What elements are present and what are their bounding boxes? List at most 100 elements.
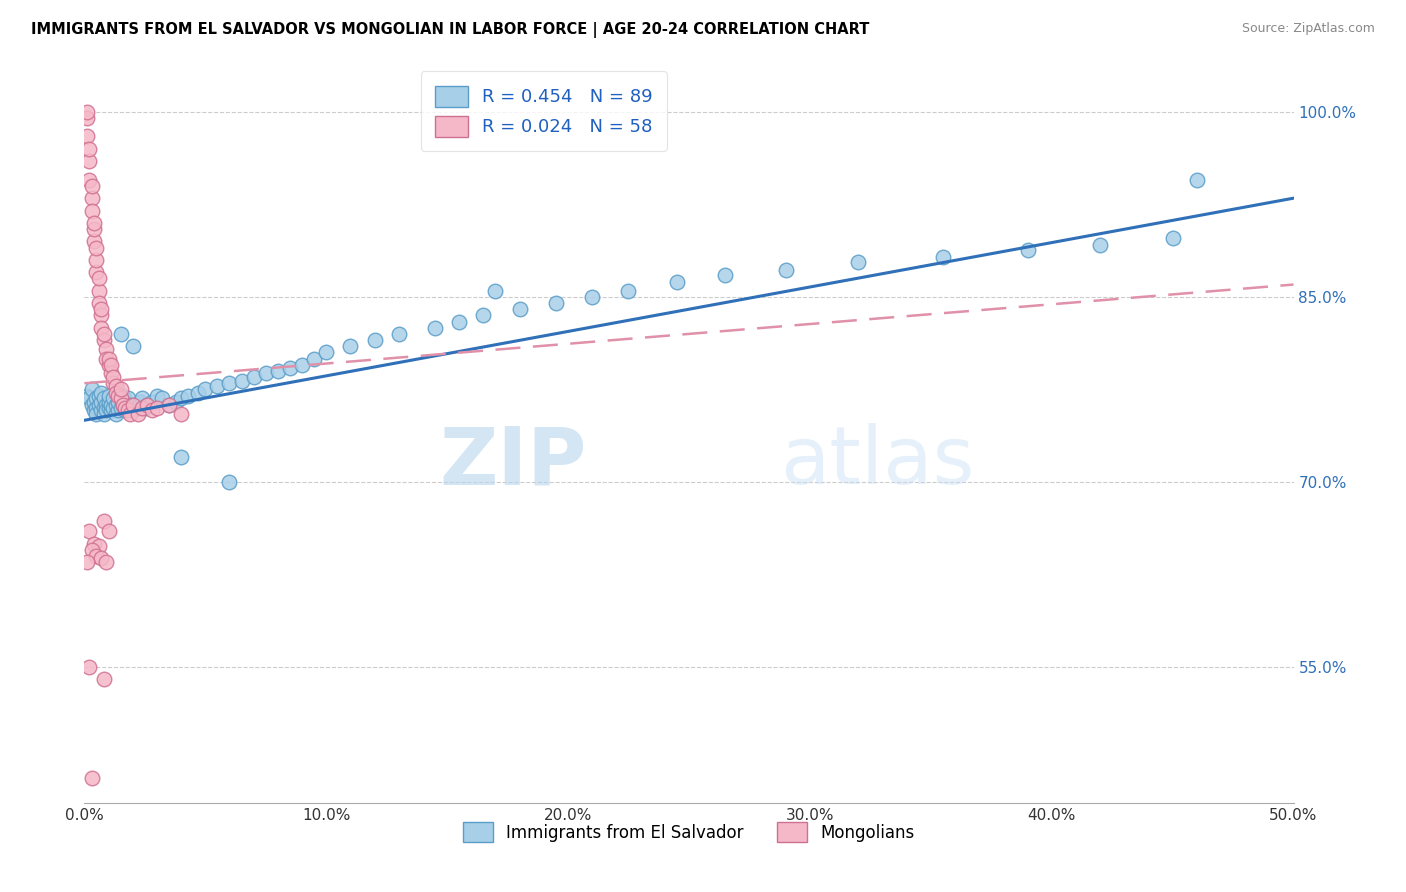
Point (90, 309, 112, 323)
Point (114, 403, 136, 417)
Text: atlas: atlas (780, 423, 974, 501)
Point (93, 326, 115, 341)
Point (117, 391, 139, 405)
Point (146, 389, 169, 403)
Point (218, 475, 240, 489)
Point (363, 333, 385, 347)
Point (93, 673, 115, 687)
Point (291, 358, 314, 372)
Point (509, 302, 531, 317)
Point (165, 394, 187, 409)
Point (103, 376, 125, 391)
Legend: Immigrants from El Salvador, Mongolians: Immigrants from El Salvador, Mongolians (454, 814, 924, 850)
Point (94, 399, 117, 413)
Point (127, 401, 149, 415)
Point (218, 376, 240, 391)
Point (170, 450, 193, 465)
Point (254, 367, 277, 381)
Point (1161, 230, 1184, 244)
Point (104, 407, 127, 421)
Point (97, 389, 120, 403)
Point (170, 407, 193, 421)
Point (80, 383, 103, 397)
Point (77, 172, 100, 186)
Point (77, 391, 100, 405)
Point (83, 537, 105, 551)
Point (80, 399, 103, 413)
Point (80, 771, 103, 785)
Point (110, 391, 132, 405)
Point (93, 401, 115, 415)
Point (76, 389, 98, 403)
Point (932, 251, 955, 265)
Point (617, 284, 640, 298)
Point (83, 235, 105, 249)
Point (136, 399, 159, 413)
Point (302, 351, 325, 366)
Point (90, 394, 112, 409)
Point (581, 290, 603, 304)
Point (107, 394, 129, 409)
Point (83, 403, 105, 417)
Point (388, 326, 411, 341)
Point (104, 386, 127, 401)
Point (87, 284, 110, 298)
Point (136, 399, 159, 413)
Point (194, 383, 217, 397)
Point (94, 342, 117, 356)
Text: Source: ZipAtlas.com: Source: ZipAtlas.com (1241, 22, 1375, 36)
Point (103, 391, 125, 405)
Point (97, 351, 120, 366)
Point (76, 111, 98, 125)
Point (120, 399, 142, 413)
Point (112, 389, 135, 403)
Point (207, 378, 229, 392)
Point (94, 555, 117, 569)
Point (77, 524, 100, 539)
Point (187, 386, 209, 401)
Point (121, 339, 143, 353)
Point (124, 399, 146, 413)
Point (131, 391, 153, 405)
Point (114, 401, 136, 415)
Point (110, 391, 132, 405)
Point (86, 391, 108, 405)
Point (114, 394, 136, 409)
Point (77, 660, 100, 674)
Point (97, 401, 120, 415)
Point (150, 391, 173, 405)
Point (93, 333, 115, 347)
Point (87, 399, 110, 413)
Point (714, 268, 737, 282)
Point (90, 320, 112, 334)
Point (100, 399, 122, 413)
Point (157, 399, 180, 413)
Point (77, 142, 100, 156)
Point (146, 401, 169, 415)
Point (315, 345, 337, 359)
Point (76, 129, 98, 144)
Point (104, 399, 127, 413)
Point (76, 104, 98, 119)
Point (846, 255, 869, 269)
Point (86, 549, 108, 563)
Point (100, 367, 122, 381)
Point (93, 515, 115, 529)
Point (117, 401, 139, 415)
Point (423, 320, 446, 334)
Point (80, 203, 103, 218)
Point (112, 399, 135, 413)
Point (129, 394, 152, 409)
Point (87, 539, 110, 553)
Point (93, 407, 115, 421)
Point (97, 524, 120, 539)
Point (76, 555, 98, 569)
Point (665, 275, 688, 289)
Point (775, 262, 797, 277)
Point (267, 364, 290, 378)
Point (484, 284, 506, 298)
Point (110, 326, 132, 341)
Point (110, 401, 132, 415)
Point (177, 389, 200, 403)
Point (93, 391, 115, 405)
